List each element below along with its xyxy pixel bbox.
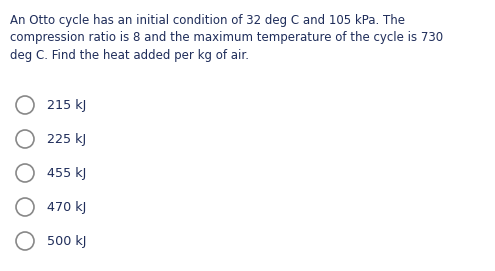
Text: 500 kJ: 500 kJ (47, 234, 87, 247)
Text: compression ratio is 8 and the maximum temperature of the cycle is 730: compression ratio is 8 and the maximum t… (10, 31, 443, 44)
Text: 215 kJ: 215 kJ (47, 98, 86, 111)
Text: 455 kJ: 455 kJ (47, 166, 86, 179)
Text: An Otto cycle has an initial condition of 32 deg C and 105 kPa. The: An Otto cycle has an initial condition o… (10, 14, 405, 27)
Text: deg C. Find the heat added per kg of air.: deg C. Find the heat added per kg of air… (10, 49, 249, 62)
Text: 470 kJ: 470 kJ (47, 201, 86, 214)
Text: 225 kJ: 225 kJ (47, 133, 86, 146)
